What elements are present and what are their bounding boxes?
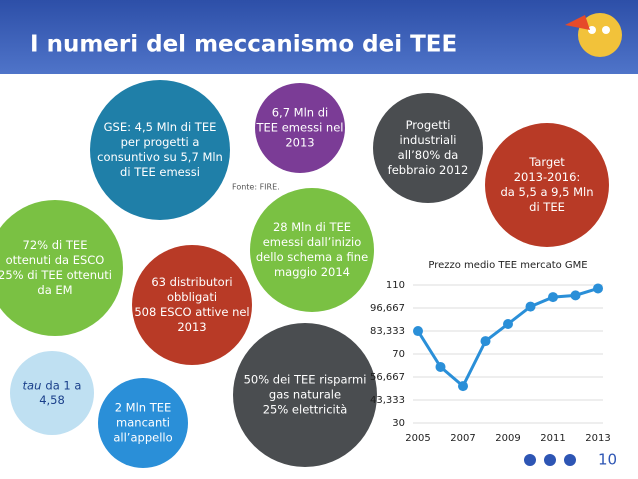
bubble: [132, 245, 252, 365]
y-tick-label: 56,667: [370, 372, 405, 383]
bubble-text: industriali: [400, 133, 457, 147]
bubble: [485, 123, 609, 247]
bubble-text: 4,58: [39, 393, 65, 407]
bubble-text: di TEE emessi: [120, 165, 200, 179]
data-point: [548, 292, 558, 303]
y-tick-label: 70: [392, 349, 405, 360]
bubble-text: 50% dei TEE risparmi: [244, 373, 367, 387]
nav-dot: [564, 454, 576, 466]
y-tick-label: 83,333: [370, 326, 405, 337]
mascot: [565, 13, 622, 57]
chart-title: Prezzo medio TEE mercato GME: [428, 260, 587, 271]
bubble-text: 25% di TEE ottenuti: [0, 268, 112, 282]
bubble-italic: tau: [23, 378, 42, 392]
slide-title: I numeri del meccanismo dei TEE: [30, 32, 457, 58]
bubble-text: febbraio 2012: [388, 163, 469, 177]
bubble-text: 2013: [285, 136, 314, 150]
bubble-text: 72% di TEE: [23, 238, 88, 252]
bubble-text: mancanti: [116, 416, 170, 430]
bubble-text: 6,7 Mln di: [272, 106, 329, 120]
bubble-text: 63 distributori: [151, 275, 232, 289]
bubble-line: da 1 a: [45, 378, 81, 392]
header-bar: [0, 0, 638, 74]
bubble-text: all’appello: [113, 431, 172, 445]
bubble-text: 25% elettricità: [263, 403, 348, 417]
data-point: [570, 290, 581, 301]
bubble: [255, 83, 345, 173]
bubble-text: 2013-2016:: [514, 170, 581, 184]
bubble: [10, 351, 94, 435]
bubble-text: da EM: [37, 283, 72, 297]
x-tick-label: 2007: [450, 433, 475, 444]
bubble-text: consuntivo su 5,7 Mln: [97, 150, 223, 164]
bubble-text: Target: [528, 155, 565, 169]
page-number: 10: [598, 451, 617, 469]
x-tick-label: 2013: [585, 433, 610, 444]
bubble-text: emessi dall’inizio: [263, 235, 362, 249]
bubble-text: 28 Mln di TEE: [273, 220, 351, 234]
data-point: [525, 301, 536, 312]
bubble-text: dello schema a fine: [256, 250, 368, 264]
bubble-text: obbligati: [167, 290, 217, 304]
y-tick-label: 110: [386, 280, 405, 291]
x-tick-label: 2005: [405, 433, 430, 444]
bubble: [98, 378, 188, 468]
data-point: [503, 318, 513, 329]
y-tick-label: 43,333: [370, 395, 405, 406]
bubble-text: maggio 2014: [274, 265, 350, 279]
nav-dot: [544, 454, 556, 466]
bubble-text: 2 Mln TEE: [115, 401, 172, 415]
bubble-text: GSE: 4,5 Mln di TEE: [104, 120, 217, 134]
x-tick-label: 2009: [495, 433, 520, 444]
bubble-text: TEE emessi nel: [256, 121, 344, 135]
bubble-text: da 5,5 a 9,5 Mln: [501, 185, 594, 199]
data-point: [413, 326, 423, 337]
bubble-text: ottenuti da ESCO: [6, 253, 105, 267]
source-note: Fonte: FIRE.: [232, 183, 280, 192]
y-tick-label: 30: [392, 418, 405, 429]
data-point: [435, 361, 446, 372]
bubble: [250, 188, 374, 312]
x-tick-label: 2011: [540, 433, 565, 444]
nav-dot: [524, 454, 536, 466]
data-point: [480, 336, 491, 347]
bubble: [373, 93, 483, 203]
bubble-text: di TEE: [529, 200, 565, 214]
bubble: [233, 323, 377, 467]
y-tick-label: 96,667: [370, 303, 405, 314]
data-point: [458, 381, 468, 392]
bubble-text: Progetti: [406, 118, 451, 132]
bubble: [90, 80, 230, 220]
bubble-text: 2013: [177, 320, 206, 334]
bubble-text: per progetti a: [121, 135, 200, 149]
bubble: [0, 200, 123, 336]
bubble-text: gas naturale: [269, 388, 341, 402]
data-point: [593, 283, 603, 294]
bubble-text: 508 ESCO attive nel: [134, 305, 249, 319]
bubble-text: all’80% da: [398, 148, 459, 162]
bubble-text: tau da 1 a: [23, 378, 82, 392]
